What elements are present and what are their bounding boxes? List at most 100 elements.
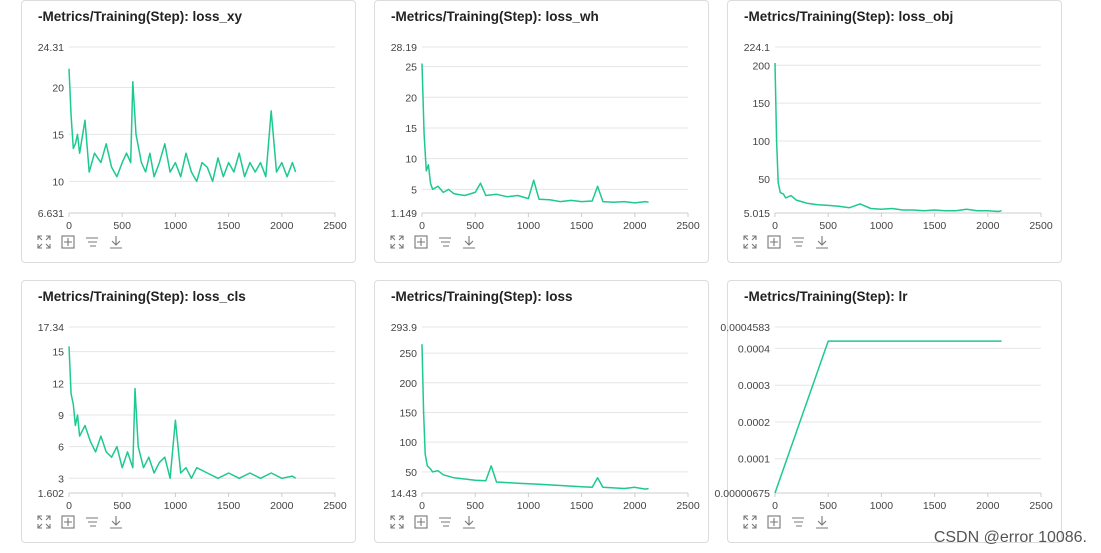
fit-data-icon[interactable]: [60, 514, 76, 530]
y-tick-label: 0.0004: [738, 343, 770, 355]
chart-plot[interactable]: 5.015 50 100 150 200 224.1 0 500 1000 1500 2000 250…: [728, 33, 1063, 233]
y-tick-label: 200: [399, 378, 417, 390]
chart-title: -Metrics/Training(Step): loss_wh: [391, 9, 599, 24]
line-chart: 1.149 5 10 15 20 25 28.19 0 500 1000 1500 2000 2500: [391, 42, 700, 232]
chart-toolbar: [742, 234, 830, 250]
download-icon[interactable]: [108, 234, 124, 250]
expand-icon[interactable]: [742, 234, 758, 250]
y-tick-label: 6: [58, 442, 64, 454]
x-tick-label: 500: [819, 500, 837, 512]
chart-card: -Metrics/Training(Step): loss_obj 5.015 50…: [727, 0, 1062, 263]
x-tick-label: 1500: [217, 220, 241, 232]
expand-icon[interactable]: [36, 234, 52, 250]
x-tick-label: 2500: [676, 220, 700, 232]
chart-plot[interactable]: 1.149 5 10 15 20 25 28.19 0 500 1000 1500 2000 2500: [375, 33, 710, 233]
x-tick-label: 1000: [164, 220, 188, 232]
x-tick-label: 0: [419, 500, 425, 512]
y-tick-label: 0.00000675: [715, 488, 771, 500]
chart-plot[interactable]: 14.43 50 100 150 200 250 293.9 0 500 1000 1500 2000…: [375, 313, 710, 513]
line-style-icon[interactable]: [437, 514, 453, 530]
x-tick-label: 1500: [217, 500, 241, 512]
y-tick-label: 250: [399, 348, 417, 360]
x-tick-label: 1000: [870, 500, 894, 512]
chart-toolbar: [36, 234, 124, 250]
y-tick-label: 15: [405, 123, 417, 135]
chart-toolbar: [742, 514, 830, 530]
line-style-icon[interactable]: [790, 514, 806, 530]
chart-toolbar: [36, 514, 124, 530]
line-chart: 14.43 50 100 150 200 250 293.9 0 500 1000 1500 2000…: [391, 322, 700, 512]
y-tick-label: 100: [399, 437, 417, 449]
x-tick-label: 2500: [1029, 500, 1053, 512]
chart-toolbar: [389, 234, 477, 250]
line-chart: 6.631 10 15 20 24.31 0 500 1000 1500 2000 2500: [38, 42, 347, 232]
x-tick-label: 500: [819, 220, 837, 232]
download-icon[interactable]: [461, 514, 477, 530]
line-chart: 5.015 50 100 150 200 224.1 0 500 1000 1500 2000 250…: [744, 42, 1053, 232]
fit-data-icon[interactable]: [413, 234, 429, 250]
y-tick-label: 5: [411, 184, 417, 196]
y-tick-label: 150: [399, 407, 417, 419]
x-tick-label: 2000: [976, 500, 1000, 512]
x-tick-label: 1000: [517, 220, 541, 232]
x-tick-label: 500: [113, 220, 131, 232]
chart-toolbar: [389, 514, 477, 530]
line-style-icon[interactable]: [437, 234, 453, 250]
expand-icon[interactable]: [389, 514, 405, 530]
y-tick-label: 10: [52, 176, 64, 188]
fit-data-icon[interactable]: [60, 234, 76, 250]
y-tick-label: 100: [752, 136, 770, 148]
x-tick-label: 1000: [517, 500, 541, 512]
series-line-loss: [421, 344, 649, 490]
y-tick-label: 0.0003: [738, 380, 770, 392]
y-tick-label: 50: [758, 174, 770, 186]
chart-card: -Metrics/Training(Step): loss_xy 6.631 10 1…: [21, 0, 356, 263]
chart-plot[interactable]: 6.631 10 15 20 24.31 0 500 1000 1500 2000 2500: [22, 33, 357, 233]
y-tick-label: 9: [58, 410, 64, 422]
y-tick-label: 15: [52, 129, 64, 141]
x-tick-label: 1500: [570, 500, 594, 512]
y-tick-label: 12: [52, 378, 64, 390]
download-icon[interactable]: [461, 234, 477, 250]
y-tick-label: 24.31: [38, 42, 64, 54]
y-tick-label: 17.34: [38, 322, 64, 334]
x-tick-label: 2500: [1029, 220, 1053, 232]
y-tick-label: 0.0002: [738, 417, 770, 429]
x-tick-label: 1500: [570, 220, 594, 232]
expand-icon[interactable]: [742, 514, 758, 530]
x-tick-label: 0: [772, 500, 778, 512]
series-line-loss_obj: [774, 62, 1002, 213]
fit-data-icon[interactable]: [766, 234, 782, 250]
chart-plot[interactable]: 1.602 3 6 9 12 15 17.34 0 500 1000 1500 2000 2500: [22, 313, 357, 513]
chart-title: -Metrics/Training(Step): lr: [744, 289, 908, 304]
y-tick-label: 3: [58, 473, 64, 485]
expand-icon[interactable]: [389, 234, 405, 250]
expand-icon[interactable]: [36, 514, 52, 530]
x-tick-label: 0: [772, 220, 778, 232]
y-tick-label: 20: [52, 82, 64, 94]
download-icon[interactable]: [814, 514, 830, 530]
y-tick-label: 293.9: [391, 322, 417, 334]
y-tick-label: 6.631: [38, 208, 64, 220]
line-style-icon[interactable]: [84, 514, 100, 530]
y-tick-label: 0.0001: [738, 454, 770, 466]
x-tick-label: 1500: [923, 500, 947, 512]
y-tick-label: 200: [752, 60, 770, 72]
x-tick-label: 500: [466, 500, 484, 512]
download-icon[interactable]: [108, 514, 124, 530]
line-style-icon[interactable]: [790, 234, 806, 250]
x-tick-label: 2000: [270, 500, 294, 512]
x-tick-label: 1000: [164, 500, 188, 512]
x-tick-label: 2500: [676, 500, 700, 512]
x-tick-label: 1500: [923, 220, 947, 232]
download-icon[interactable]: [814, 234, 830, 250]
line-style-icon[interactable]: [84, 234, 100, 250]
x-tick-label: 2000: [623, 500, 647, 512]
x-tick-label: 500: [466, 220, 484, 232]
fit-data-icon[interactable]: [413, 514, 429, 530]
x-tick-label: 0: [66, 500, 72, 512]
chart-plot[interactable]: 0.00000675 0.0001 0.0002 0.0003 0.0004 0.0004…: [715, 313, 1063, 513]
x-tick-label: 2500: [323, 500, 347, 512]
x-tick-label: 2500: [323, 220, 347, 232]
fit-data-icon[interactable]: [766, 514, 782, 530]
